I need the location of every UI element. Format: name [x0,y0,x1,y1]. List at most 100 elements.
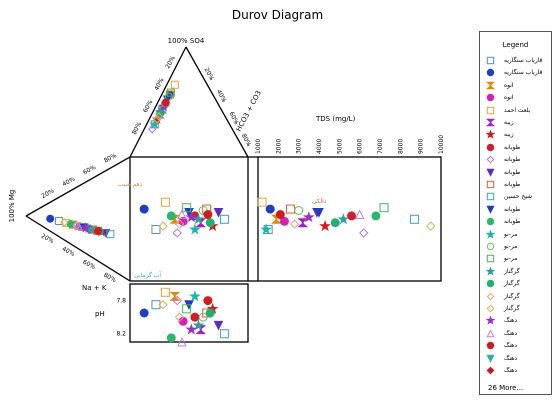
legend-label: طوبانه [504,205,521,213]
legend-marker [486,69,495,77]
square-mark-16 [182,203,192,213]
legend-label: مر-نو [504,243,518,250]
tds-mark-15 [294,205,304,215]
tds-tick-2: 3000 [296,139,303,154]
legend-item: گرگناز [484,304,550,313]
legend-label: گرگناز [504,292,520,300]
so4-apex-label: 100% SO4 [168,37,205,45]
tds-tick-8: 9000 [418,139,425,154]
square-mark-8 [172,228,182,238]
cation-mark-11 [106,230,115,239]
tds-mark-7 [347,211,357,221]
tds-tick-9: 10000 [438,135,445,154]
legend-title: Legend [502,41,529,49]
tds-mark-8 [359,228,369,238]
legend-symbol [486,341,495,350]
tds-mark-19 [289,219,300,229]
legend-item: طوبانه [484,217,550,226]
legend-more-link[interactable]: 26 More... [488,384,524,392]
legend-item: دهنگ [484,366,550,375]
legend-item: طوبانه [484,143,550,152]
legend-marker [486,93,495,102]
legend-symbol [486,130,495,140]
annotation-0: دهم شیب [118,181,143,188]
ph-mark-16 [182,304,192,314]
central-square [129,156,249,282]
legend-symbol [486,217,495,226]
ph-panel [129,283,249,343]
ph-mark-0 [151,300,161,310]
tds-mark-10 [286,204,296,214]
annotation-1: آب گرمابی [134,270,161,279]
legend-symbol [486,93,495,102]
ph-mark-18 [205,308,215,318]
ph-mark-15 [198,312,208,322]
square-mark-22 [177,209,187,220]
na-tick-1: 40% [61,246,76,259]
legend-label: طوبانه [504,181,521,188]
tds-panel [257,156,442,282]
legend-item: طوبانه [484,205,550,214]
legend-label: انوه [504,81,514,89]
legend-marker [486,217,495,226]
square-mark-23 [203,210,213,220]
square-mark-4 [160,197,170,207]
legend-label: طوبانه [504,156,521,164]
square-mark-11 [219,214,229,224]
ph-mark-23 [203,296,213,306]
ph-mark-2 [169,291,181,301]
tds-mark-5 [297,218,309,228]
legend-item: گرگناز [484,279,550,288]
cation-mark-23 [93,227,102,236]
tds-mark-18 [330,218,340,228]
legend-label: گرگناز [504,280,520,288]
legend-item: انوه [484,93,550,102]
legend-label: دهنگ [504,354,518,362]
legend-symbol [486,304,495,313]
square-mark-19 [174,219,185,229]
tds-tick-5: 6000 [357,139,364,154]
cation-mark-13 [66,219,75,228]
diagram-frame [25,46,442,343]
tds-mark-20 [426,221,436,231]
legend-symbol [486,229,495,239]
tds-mark-3 [279,216,289,226]
legend-item: مر-نو [484,242,550,251]
tds-tick-3: 4000 [316,139,323,154]
legend-marker [486,155,495,164]
ph-mark-3 [178,316,188,326]
legend-symbol [486,279,495,288]
ph-mark-19 [174,312,185,322]
legend-item: قاریاب سنگاریه [484,68,550,77]
ph-mark-7 [190,312,200,322]
legend-marker [486,328,495,337]
na-axis-label: Na + K [82,284,107,292]
chart-title: Durov Diagram [231,8,324,22]
legend-item: زیبه [484,130,550,140]
legend-symbol [486,193,495,201]
legend-symbol [486,56,495,65]
legend-label: زیبه [504,131,514,139]
legend-symbol [486,106,495,114]
ph-tick-0: 7.8 [116,298,126,305]
square-mark-14 [189,223,201,235]
tds-mark-21 [302,211,315,223]
cation-mark-9 [101,229,111,238]
legend-marker [486,143,495,151]
tds-mark-23 [275,210,285,220]
legend-symbol [486,354,495,363]
square-mark-0 [151,225,161,235]
legend-symbol [486,328,495,337]
square-mark-1 [139,204,149,214]
legend-item: دهنگ [484,316,550,326]
legend-label: شیخ حسین [504,193,533,201]
legend-item: طوبانه [484,180,550,189]
legend-label: گرگناز [504,267,520,275]
legend-marker [486,205,495,214]
legend-item: شیخ حسین [484,192,550,201]
tds-tick-4: 5000 [336,139,343,154]
legend-label: دهنگ [504,317,518,325]
na-tick-2: 60% [81,259,96,272]
legend-marker [486,180,495,189]
ph-mark-4 [160,287,170,297]
